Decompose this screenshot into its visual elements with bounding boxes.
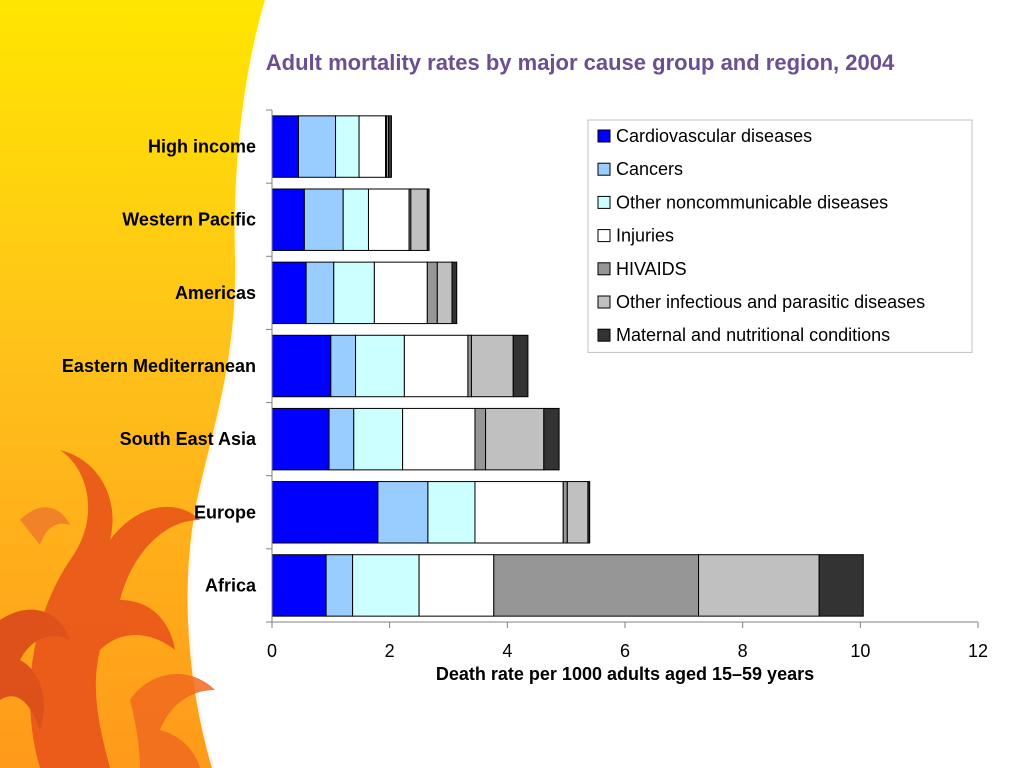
legend-label: Cardiovascular diseases <box>616 126 812 146</box>
legend-swatch <box>597 262 611 276</box>
bar-segment <box>493 554 700 617</box>
bar-segment <box>271 407 330 471</box>
bar-segment <box>352 554 420 617</box>
legend-label: Other infectious and parasitic diseases <box>616 292 925 312</box>
bar-segment <box>485 407 545 471</box>
bar-segment <box>418 554 495 617</box>
x-tick-label: 12 <box>968 641 988 661</box>
bar-segment <box>373 261 428 325</box>
bar-segment <box>271 554 327 617</box>
bar-segment <box>271 334 332 398</box>
bar-segment <box>587 481 591 544</box>
bar-segment <box>353 407 404 471</box>
bar-segment <box>330 334 357 398</box>
x-tick-label: 6 <box>620 641 630 661</box>
legend-label: Other noncommunicable diseases <box>616 192 888 212</box>
legend-swatch <box>597 129 611 143</box>
bar-segment <box>328 407 355 471</box>
bar-segment <box>474 407 487 471</box>
category-label: South East Asia <box>120 429 257 449</box>
bar-segment <box>566 481 589 544</box>
bar-segment <box>377 481 429 544</box>
bar-segment <box>474 481 564 544</box>
x-axis-title: Death rate per 1000 adults aged 15–59 ye… <box>436 664 814 684</box>
legend-label: Cancers <box>616 159 683 179</box>
x-tick-label: 2 <box>385 641 395 661</box>
bar-segment <box>325 554 354 617</box>
category-label: Western Pacific <box>122 210 256 230</box>
x-tick-label: 4 <box>502 641 512 661</box>
bars-layer <box>271 115 864 617</box>
x-tick-label: 8 <box>738 641 748 661</box>
bar-segment <box>451 261 458 325</box>
bar-segment <box>467 334 472 398</box>
legend-label: Injuries <box>616 226 674 246</box>
bar-segment <box>512 334 529 398</box>
bar-segment <box>698 554 820 617</box>
bar-segment <box>271 261 307 325</box>
legend-swatch <box>597 295 611 309</box>
x-tick-label: 10 <box>850 641 870 661</box>
legend-swatch <box>597 229 611 243</box>
bar-segment <box>470 334 514 398</box>
bar-segment <box>333 261 375 325</box>
category-label: Europe <box>194 502 256 522</box>
bar-segment <box>271 115 299 178</box>
bar-segment <box>271 188 305 251</box>
chart-title: Adult mortality rates by major cause gro… <box>265 50 895 75</box>
category-label: High income <box>148 137 256 157</box>
legend-label: Maternal and nutritional conditions <box>616 325 890 345</box>
bar-segment <box>355 334 405 398</box>
bar-segment <box>427 481 476 544</box>
bar-segment <box>358 115 387 178</box>
bar-segment <box>426 261 438 325</box>
category-label: Eastern Mediterranean <box>62 356 256 376</box>
bar-segment <box>387 115 392 178</box>
bar-segment <box>305 261 335 325</box>
legend: Cardiovascular diseases Cancers Other nonc… <box>587 119 973 353</box>
bar-segment <box>543 407 560 471</box>
legend-box <box>587 119 973 353</box>
axes: High income Western Pacific Americas Easter… <box>62 109 988 684</box>
bar-segment <box>342 188 369 251</box>
bar-segment <box>426 188 430 251</box>
bar-segment <box>436 261 453 325</box>
bar-segment <box>297 115 337 178</box>
x-tick-label: 0 <box>267 641 277 661</box>
category-label: Americas <box>175 283 256 303</box>
bar-segment <box>562 481 568 544</box>
bar-segment <box>818 554 864 617</box>
legend-swatch <box>597 195 611 209</box>
legend-label: HIVAIDS <box>616 259 687 279</box>
legend-swatch <box>597 328 611 342</box>
floral-ornament-icon <box>0 450 215 768</box>
bar-segment <box>335 115 360 178</box>
bar-segment <box>403 334 469 398</box>
category-label: Africa <box>205 575 257 595</box>
bar-segment <box>271 481 379 544</box>
bar-segment <box>410 188 428 251</box>
bar-segment <box>303 188 344 251</box>
legend-swatch <box>597 162 611 176</box>
bar-segment <box>367 188 410 251</box>
bar-segment <box>402 407 476 471</box>
